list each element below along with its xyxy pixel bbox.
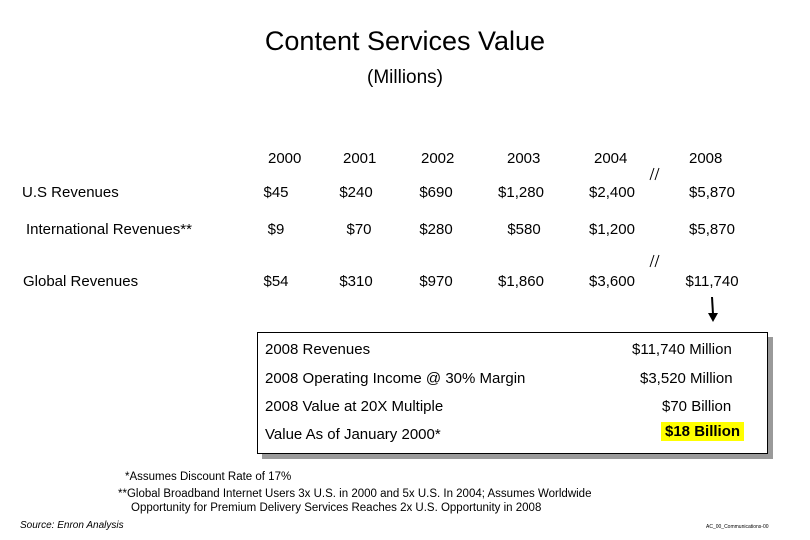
table-cell: $2,400 xyxy=(589,184,635,201)
summary-value: $3,520 Million xyxy=(640,370,733,387)
year-header: 2001 xyxy=(343,150,377,167)
year-header: 2002 xyxy=(421,150,455,167)
table-cell: $690 xyxy=(419,184,453,201)
year-header: 2000 xyxy=(268,150,302,167)
table-cell: $11,740 xyxy=(685,273,739,290)
table-cell: $1,280 xyxy=(498,184,544,201)
row-label-global: Global Revenues xyxy=(23,273,139,290)
highlighted-value: $18 Billion xyxy=(661,422,745,441)
summary-value: $70 Billion xyxy=(662,398,732,415)
source-note: Source: Enron Analysis xyxy=(20,520,124,531)
row-label-us: U.S Revenues xyxy=(22,184,119,201)
row-label-international: International Revenues** xyxy=(26,221,192,238)
year-header: 2003 xyxy=(507,150,541,167)
footnote: **Global Broadband Internet Users 3x U.S… xyxy=(118,488,592,500)
table-cell: $240 xyxy=(339,184,373,201)
footnote: Opportunity for Premium Delivery Service… xyxy=(131,502,542,514)
table-cell: $45 xyxy=(263,184,289,201)
table-cell: $54 xyxy=(263,273,289,290)
summary-label: 2008 Value at 20X Multiple xyxy=(265,398,444,415)
table-cell: $5,870 xyxy=(689,221,735,238)
page-subtitle: (Millions) xyxy=(367,67,443,88)
down-arrow-icon xyxy=(708,296,718,322)
table-cell: $970 xyxy=(419,273,453,290)
table-cell: $280 xyxy=(419,221,453,238)
year-header: 2004 xyxy=(594,150,628,167)
summary-label: Value As of January 2000* xyxy=(265,426,441,443)
slide-id: AC_00_Communications-00 xyxy=(706,524,769,530)
table-cell: $580 xyxy=(507,221,541,238)
table-cell: $70 xyxy=(346,221,372,238)
summary-label: 2008 Operating Income @ 30% Margin xyxy=(265,370,526,387)
table-cell: $310 xyxy=(339,273,373,290)
table-cell: $9 xyxy=(267,221,285,238)
table-cell: $5,870 xyxy=(689,184,735,201)
summary-label: 2008 Revenues xyxy=(265,341,371,358)
table-cell: $1,860 xyxy=(498,273,544,290)
summary-value: $11,740 Million xyxy=(632,341,732,358)
footnote: *Assumes Discount Rate of 17% xyxy=(125,471,292,483)
page-title: Content Services Value xyxy=(264,26,546,56)
year-header: 2008 xyxy=(689,150,723,167)
table-cell: $3,600 xyxy=(589,273,635,290)
axis-break-icon xyxy=(649,167,660,268)
table-cell: $1,200 xyxy=(589,221,635,238)
